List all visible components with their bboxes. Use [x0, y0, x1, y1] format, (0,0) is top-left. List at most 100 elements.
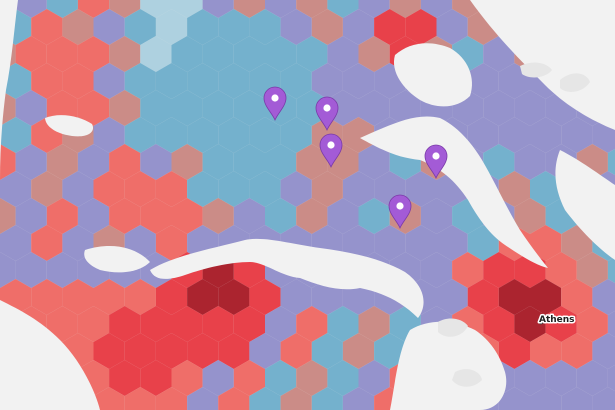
- hex-cell[interactable]: [374, 225, 406, 261]
- hex-cell[interactable]: [405, 225, 437, 261]
- hex-cell[interactable]: [249, 171, 281, 207]
- hex-cell[interactable]: [46, 0, 78, 18]
- hex-cell[interactable]: [530, 225, 562, 261]
- hex-cell[interactable]: [530, 387, 562, 410]
- hex-cell[interactable]: [31, 63, 63, 99]
- hex-cell[interactable]: [46, 36, 78, 72]
- hex-cell[interactable]: [171, 90, 203, 126]
- hex-cell[interactable]: [202, 198, 234, 234]
- hex-cell[interactable]: [389, 90, 421, 126]
- hex-cell[interactable]: [576, 252, 608, 288]
- hex-cell[interactable]: [233, 306, 265, 342]
- hex-cell[interactable]: [342, 387, 375, 410]
- hex-cell[interactable]: [498, 117, 530, 153]
- hex-cell[interactable]: [46, 144, 78, 180]
- hex-cell[interactable]: [171, 36, 203, 72]
- hex-cell[interactable]: [187, 171, 219, 207]
- hex-cell[interactable]: [311, 387, 343, 410]
- hex-cell[interactable]: [187, 63, 219, 99]
- hex-cell[interactable]: [280, 9, 312, 45]
- hex-cell[interactable]: [15, 36, 47, 72]
- hex-cell[interactable]: [498, 333, 530, 369]
- hex-cell[interactable]: [607, 144, 615, 180]
- hex-cell[interactable]: [358, 306, 390, 342]
- hex-cell[interactable]: [576, 360, 608, 396]
- hex-cell[interactable]: [187, 279, 219, 315]
- hex-cell[interactable]: [155, 225, 188, 261]
- hex-cell[interactable]: [0, 117, 32, 153]
- hex-cell[interactable]: [15, 144, 47, 180]
- hex-cell[interactable]: [358, 360, 390, 396]
- hex-cell[interactable]: [140, 144, 172, 180]
- hex-cell[interactable]: [467, 63, 499, 99]
- hex-cell[interactable]: [109, 198, 141, 234]
- hex-cell[interactable]: [607, 360, 615, 396]
- hex-cell[interactable]: [296, 198, 328, 234]
- hex-cell[interactable]: [77, 36, 110, 72]
- hex-cell[interactable]: [218, 279, 250, 315]
- hex-cell[interactable]: [514, 360, 546, 396]
- hex-cell[interactable]: [467, 117, 499, 153]
- hex-cell[interactable]: [77, 306, 110, 342]
- hex-cell[interactable]: [311, 171, 343, 207]
- hex-cell[interactable]: [171, 198, 203, 234]
- hex-cell[interactable]: [171, 144, 203, 180]
- hex-cell[interactable]: [15, 252, 47, 288]
- hex-cell[interactable]: [140, 306, 172, 342]
- hex-cell[interactable]: [109, 36, 141, 72]
- hex-cell[interactable]: [187, 117, 219, 153]
- hex-cell[interactable]: [358, 198, 390, 234]
- hex-cell[interactable]: [498, 171, 530, 207]
- hex-cell[interactable]: [607, 252, 615, 288]
- hex-cell[interactable]: [233, 90, 265, 126]
- hex-cell[interactable]: [202, 144, 234, 180]
- hex-cell[interactable]: [265, 306, 297, 342]
- hex-cell[interactable]: [436, 279, 468, 315]
- hex-cell[interactable]: [483, 306, 515, 342]
- hex-cell[interactable]: [467, 225, 499, 261]
- hex-cell[interactable]: [46, 306, 78, 342]
- hex-cell[interactable]: [187, 387, 219, 410]
- hex-cell[interactable]: [249, 333, 281, 369]
- hex-cell[interactable]: [171, 360, 203, 396]
- hex-cell[interactable]: [31, 171, 63, 207]
- hex-cell[interactable]: [233, 198, 265, 234]
- map-pin-icon[interactable]: [315, 96, 339, 132]
- hex-cell[interactable]: [561, 225, 593, 261]
- hex-cell[interactable]: [249, 9, 281, 45]
- hex-cell[interactable]: [311, 9, 343, 45]
- hex-cell[interactable]: [592, 333, 615, 369]
- hex-cell[interactable]: [530, 117, 562, 153]
- hex-cell[interactable]: [0, 144, 16, 180]
- hex-cell[interactable]: [233, 360, 265, 396]
- hex-cell[interactable]: [436, 9, 468, 45]
- hex-cell[interactable]: [140, 198, 172, 234]
- hex-cell[interactable]: [592, 279, 615, 315]
- map-marker-1[interactable]: [263, 86, 287, 122]
- hex-cell[interactable]: [452, 252, 484, 288]
- hex-cell[interactable]: [514, 90, 546, 126]
- hex-cell[interactable]: [155, 333, 188, 369]
- hex-cell[interactable]: [342, 63, 375, 99]
- hex-cell[interactable]: [545, 306, 577, 342]
- hex-cell[interactable]: [202, 360, 234, 396]
- hex-cell[interactable]: [436, 225, 468, 261]
- markers-layer[interactable]: [263, 86, 448, 230]
- hex-cell[interactable]: [15, 198, 47, 234]
- hex-cell[interactable]: [0, 225, 32, 261]
- hex-cell[interactable]: [0, 198, 16, 234]
- hex-cell[interactable]: [280, 63, 312, 99]
- hex-cell[interactable]: [155, 9, 188, 45]
- hex-cell[interactable]: [124, 117, 156, 153]
- hex-cell[interactable]: [342, 117, 375, 153]
- hex-cell[interactable]: [124, 387, 156, 410]
- hex-cell[interactable]: [483, 144, 515, 180]
- hex-cell[interactable]: [62, 171, 94, 207]
- hex-cell[interactable]: [171, 0, 203, 18]
- hex-cell[interactable]: [77, 90, 110, 126]
- hex-cell[interactable]: [327, 198, 359, 234]
- hex-cell[interactable]: [31, 279, 63, 315]
- hex-cell[interactable]: [0, 171, 32, 207]
